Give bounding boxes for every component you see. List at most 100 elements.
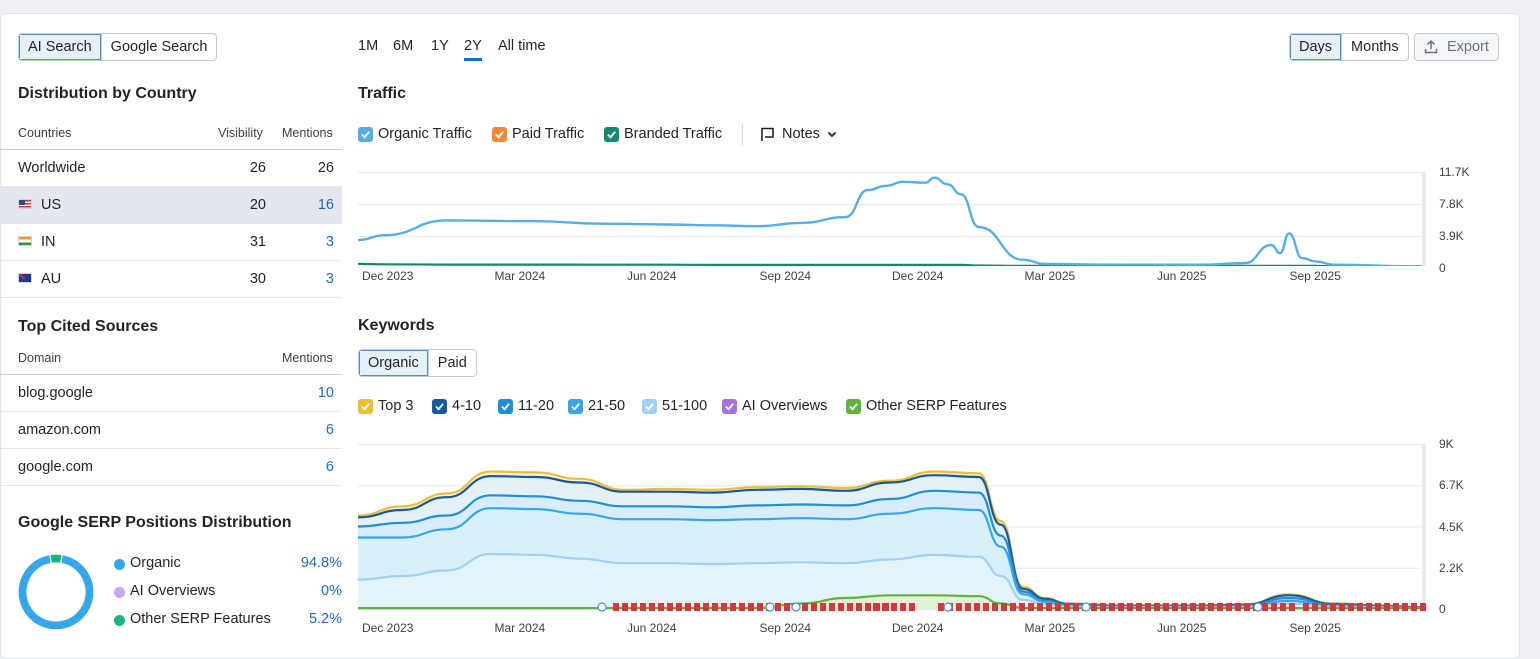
source-toggle: AI Search Google Search bbox=[18, 33, 218, 61]
keywords-chart[interactable] bbox=[358, 436, 1430, 616]
source-domain: amazon.com bbox=[18, 422, 102, 438]
period-1m[interactable]: 1M bbox=[358, 38, 379, 54]
country-visibility: 31 bbox=[249, 234, 266, 250]
organic-tab[interactable]: Organic bbox=[359, 350, 428, 376]
country-row-au[interactable]: AU 30 3 bbox=[0, 261, 342, 298]
legend-organic-traffic[interactable]: Organic Traffic bbox=[358, 126, 472, 142]
google-update-icon bbox=[791, 602, 801, 612]
x-tick-label: Mar 2025 bbox=[1024, 621, 1076, 635]
serp-legend-other: Other SERP Features 5.2% bbox=[114, 611, 342, 631]
distribution-title: Distribution by Country bbox=[18, 85, 197, 102]
period-6m[interactable]: 6M bbox=[393, 38, 414, 54]
days-option[interactable]: Days bbox=[1290, 34, 1342, 60]
note-flag-icon bbox=[721, 603, 727, 611]
note-flag-icon bbox=[1199, 603, 1205, 611]
visibility-header[interactable]: Visibility bbox=[218, 126, 263, 140]
scrollbar-track bbox=[1422, 444, 1426, 609]
note-flag-icon bbox=[1420, 603, 1426, 611]
note-flag-icon bbox=[1321, 603, 1327, 611]
note-flag-icon bbox=[938, 603, 944, 611]
serp-value-link[interactable]: 0% bbox=[321, 583, 342, 599]
note-flag-icon bbox=[811, 603, 817, 611]
legend-label: Paid Traffic bbox=[512, 126, 585, 142]
checkbox-checked-icon bbox=[604, 126, 619, 142]
source-row[interactable]: blog.google 10 bbox=[0, 375, 342, 412]
google-search-option[interactable]: Google Search bbox=[100, 34, 217, 60]
note-flag-icon bbox=[1226, 603, 1232, 611]
legend-4-10[interactable]: 4-10 bbox=[432, 398, 481, 414]
legend-separator bbox=[742, 124, 743, 146]
country-name: US bbox=[41, 197, 62, 213]
country-mentions-link[interactable]: 16 bbox=[317, 197, 334, 213]
country-visibility: 26 bbox=[249, 160, 266, 176]
series-area-other-serp-features bbox=[358, 595, 1422, 609]
country-row-in[interactable]: IN 31 3 bbox=[0, 224, 342, 261]
donut-slice-organic bbox=[18, 554, 94, 630]
source-mentions-header[interactable]: Mentions bbox=[282, 351, 333, 365]
x-tick-label: Mar 2024 bbox=[494, 269, 546, 283]
country-row-us[interactable]: US 20 16 bbox=[0, 187, 342, 224]
note-flag-icon bbox=[1055, 603, 1061, 611]
mentions-header[interactable]: Mentions bbox=[282, 126, 333, 140]
country-mentions-link[interactable]: 3 bbox=[325, 271, 334, 287]
legend-21-50[interactable]: 21-50 bbox=[568, 398, 625, 414]
note-flag-icon bbox=[992, 603, 998, 611]
note-flag-icon bbox=[1208, 603, 1214, 611]
period-1y[interactable]: 1Y bbox=[431, 38, 449, 54]
sources-title: Top Cited Sources bbox=[18, 318, 159, 335]
note-flag-icon bbox=[900, 603, 906, 611]
x-tick-label: Jun 2025 bbox=[1157, 621, 1207, 635]
country-row-worldwide[interactable]: Worldwide 26 26 bbox=[0, 150, 342, 187]
period-2y[interactable]: 2Y bbox=[464, 38, 482, 61]
source-row[interactable]: amazon.com 6 bbox=[0, 412, 342, 449]
source-mentions-link[interactable]: 6 bbox=[325, 422, 334, 438]
country-mentions-link[interactable]: 3 bbox=[325, 234, 334, 250]
legend-label: Top 3 bbox=[378, 398, 414, 414]
au-flag-union bbox=[19, 274, 25, 279]
note-flag-icon bbox=[873, 603, 879, 611]
legend-ai-overviews[interactable]: AI Overviews bbox=[722, 398, 827, 414]
note-flag-icon bbox=[775, 603, 781, 611]
note-flag-icon bbox=[865, 603, 871, 611]
months-option[interactable]: Months bbox=[1341, 34, 1408, 60]
traffic-chart[interactable] bbox=[358, 160, 1430, 266]
source-row[interactable]: google.com 6 bbox=[0, 449, 342, 486]
legend-label: 11-20 bbox=[518, 398, 555, 414]
legend-11-20[interactable]: 11-20 bbox=[498, 398, 554, 414]
note-flag-icon bbox=[1154, 603, 1160, 611]
legend-top-3[interactable]: Top 3 bbox=[358, 398, 413, 414]
source-mentions-link[interactable]: 6 bbox=[325, 459, 334, 475]
google-update-icon bbox=[1253, 602, 1263, 612]
google-update-icon bbox=[943, 602, 953, 612]
serp-donut-chart bbox=[18, 554, 94, 630]
export-button[interactable]: Export bbox=[1414, 33, 1499, 61]
legend-paid-traffic[interactable]: Paid Traffic bbox=[492, 126, 584, 142]
period-all-time[interactable]: All time bbox=[498, 38, 546, 54]
note-flag-icon bbox=[761, 127, 774, 141]
x-tick-label: Sep 2024 bbox=[759, 621, 811, 635]
note-flag-icon bbox=[1348, 603, 1354, 611]
keywords-type-toggle: Organic Paid bbox=[358, 349, 477, 377]
note-flag-icon bbox=[1046, 603, 1052, 611]
legend-branded-traffic[interactable]: Branded Traffic bbox=[604, 126, 722, 142]
checkbox-checked-icon bbox=[492, 126, 507, 142]
legend-51-100[interactable]: 51-100 bbox=[642, 398, 707, 414]
legend-label: Organic Traffic bbox=[378, 126, 473, 142]
note-flag-icon bbox=[802, 603, 808, 611]
y-tick-label: 2.2K bbox=[1439, 560, 1464, 575]
serp-value-link[interactable]: 94.8% bbox=[300, 555, 342, 571]
note-flag-icon bbox=[712, 603, 718, 611]
paid-tab[interactable]: Paid bbox=[427, 350, 476, 376]
checkbox-checked-icon bbox=[722, 398, 737, 414]
us-flag-icon bbox=[18, 199, 32, 209]
legend-other-serp-features[interactable]: Other SERP Features bbox=[846, 398, 1007, 414]
source-mentions-link[interactable]: 10 bbox=[317, 385, 334, 401]
country-name-wrap: IN bbox=[18, 234, 56, 250]
note-flag-icon bbox=[658, 603, 664, 611]
notes-dropdown[interactable]: Notes bbox=[760, 126, 838, 142]
note-flag-icon bbox=[685, 603, 691, 611]
x-tick-label: Mar 2024 bbox=[494, 621, 546, 635]
y-tick-label: 7.8K bbox=[1439, 197, 1464, 211]
ai-search-option[interactable]: AI Search bbox=[19, 34, 101, 60]
serp-value-link[interactable]: 5.2% bbox=[308, 611, 342, 627]
